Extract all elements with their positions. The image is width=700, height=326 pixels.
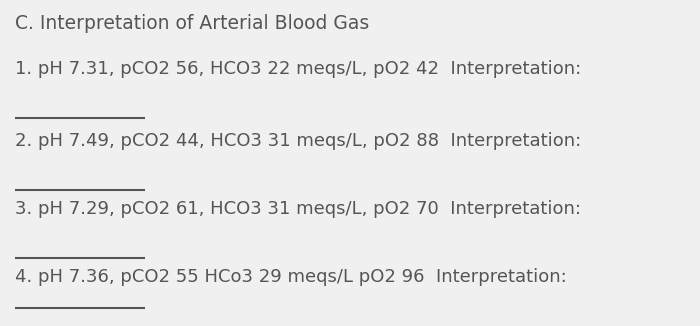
Text: 1. pH 7.31, pCO2 56, HCO3 22 meqs/L, pO2 42  Interpretation:: 1. pH 7.31, pCO2 56, HCO3 22 meqs/L, pO2… <box>15 60 581 78</box>
Text: C. Interpretation of Arterial Blood Gas: C. Interpretation of Arterial Blood Gas <box>15 14 370 33</box>
Text: 2. pH 7.49, pCO2 44, HCO3 31 meqs/L, pO2 88  Interpretation:: 2. pH 7.49, pCO2 44, HCO3 31 meqs/L, pO2… <box>15 132 581 150</box>
Text: 4. pH 7.36, pCO2 55 HCo3 29 meqs/L pO2 96  Interpretation:: 4. pH 7.36, pCO2 55 HCo3 29 meqs/L pO2 9… <box>15 268 567 286</box>
Text: 3. pH 7.29, pCO2 61, HCO3 31 meqs/L, pO2 70  Interpretation:: 3. pH 7.29, pCO2 61, HCO3 31 meqs/L, pO2… <box>15 200 581 218</box>
